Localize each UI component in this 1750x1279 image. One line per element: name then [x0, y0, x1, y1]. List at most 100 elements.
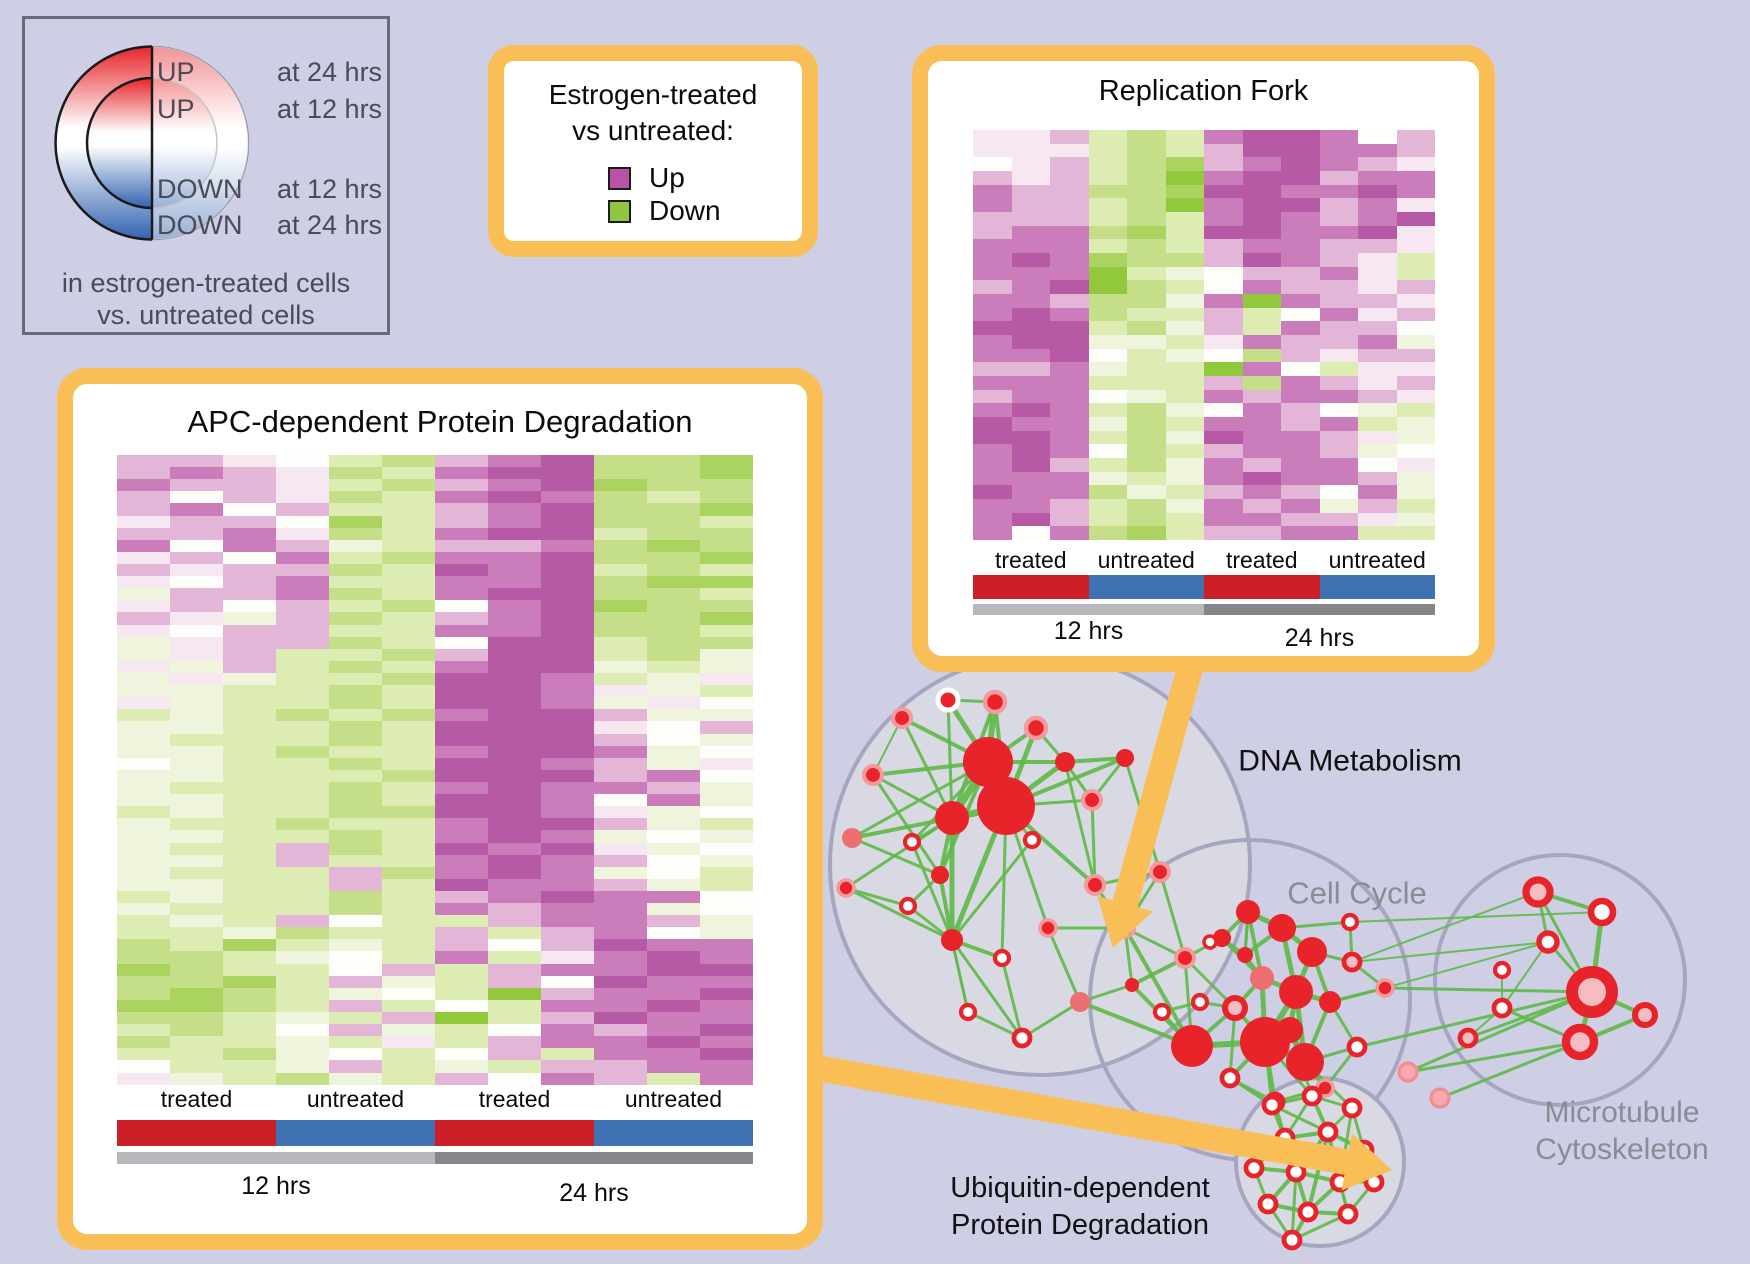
network-edge: [1290, 1170, 1298, 1242]
network-node: [935, 687, 961, 713]
cluster-label-microtubule-cytoskeleton: Microtubule Cytoskeleton: [1535, 1096, 1709, 1166]
legend-down-24: DOWN: [157, 210, 243, 240]
network-node: [1492, 960, 1512, 980]
rf-24hrs-label: 24 hrs: [1284, 624, 1355, 652]
network-node: [842, 828, 862, 848]
network-edge: [1501, 941, 1549, 1009]
rf-group-label-treated-24: treated: [1225, 547, 1298, 573]
network-node: [1566, 966, 1618, 1018]
network-node: [1243, 1157, 1265, 1179]
up-color-swatch: [608, 166, 631, 190]
network-node: [1297, 937, 1327, 967]
rf-time-labels: 12 hrs 24 hrs: [973, 617, 1435, 652]
network-node: [1116, 749, 1134, 767]
network-node: [1587, 897, 1617, 927]
gradient-scale-legend: UP at 24 hrs UP at 12 hrs DOWN at 12 hrs…: [22, 16, 390, 335]
cluster-label-dna-metabolism: DNA Metabolism: [1238, 744, 1462, 778]
network-node: [861, 763, 885, 787]
network-node: [977, 777, 1035, 835]
network-edge: [1406, 990, 1594, 1074]
apc-group-label-untreated-24: untreated: [624, 1086, 723, 1112]
network-edge: [1090, 798, 1097, 887]
bottom-margin: [0, 1264, 1750, 1279]
network-node: [1202, 934, 1218, 950]
network-node: [1317, 1121, 1339, 1143]
network-node: [931, 866, 949, 884]
network-node: [1125, 978, 1139, 992]
network-node: [1346, 1036, 1368, 1058]
legend-up-24-time: at 24 hrs: [277, 57, 383, 87]
network-edge: [844, 886, 954, 942]
network-edge: [1406, 1040, 1582, 1074]
network-edge: [844, 886, 910, 908]
rf-group-label-treated-12: treated: [994, 547, 1067, 573]
network-node: [1536, 930, 1560, 954]
network-edge: [950, 938, 1024, 1040]
network-node: [1297, 1201, 1319, 1223]
legend-down-24-time: at 24 hrs: [277, 210, 383, 240]
network-edge: [1355, 990, 1594, 1049]
network-node: [1341, 951, 1363, 973]
apc-heatmap: [117, 455, 753, 1085]
network-node: [1055, 752, 1075, 772]
apc-time-labels: 12 hrs 24 hrs: [117, 1172, 753, 1207]
network-edge: [1351, 891, 1539, 963]
network-node: [1190, 992, 1210, 1012]
legend-down-12-time: at 12 hrs: [277, 174, 383, 204]
panel-to-cluster-arrow: [797, 1052, 1351, 1176]
apc-group-label-treated-12: treated: [160, 1086, 233, 1112]
updown-legend-title-line2: vs untreated:: [572, 115, 734, 146]
replication-fork-heatmap: [973, 130, 1435, 541]
replication-fork-title: Replication Fork: [1098, 75, 1309, 107]
network-node: [1281, 1229, 1303, 1251]
updown-legend-title-line1: Estrogen-treated: [548, 79, 758, 110]
network-node: [1173, 946, 1197, 970]
network-node: [1261, 1094, 1283, 1116]
network-edge: [946, 698, 954, 820]
network-node: [1070, 992, 1090, 1012]
cluster-label-ubiquitin-degradation: Ubiquitin-dependent Protein Degradation: [950, 1172, 1210, 1241]
network-edge: [1063, 760, 1097, 887]
replication-fork-condition-labels: treated untreated treated untreated: [973, 547, 1435, 574]
network-node: [1397, 1061, 1419, 1083]
network-node: [890, 706, 914, 730]
rf-12hrs-label: 12 hrs: [1053, 617, 1124, 645]
network-node: [1337, 1203, 1359, 1225]
network-node: [1277, 1017, 1303, 1043]
network-edge: [1349, 911, 1603, 923]
network-node: [1268, 914, 1296, 942]
network-node: [1319, 991, 1341, 1013]
cluster-label-cell-cycle: Cell Cycle: [1287, 875, 1427, 911]
cluster-circle: [1433, 853, 1687, 1107]
network-node: [1429, 1087, 1451, 1109]
network-node: [836, 878, 856, 898]
network-node: [1237, 947, 1253, 963]
rf-group-label-untreated-24: untreated: [1328, 547, 1426, 573]
network-node: [1222, 995, 1248, 1021]
network-node: [1375, 978, 1395, 998]
network-node: [1632, 1002, 1658, 1028]
up-down-gradient-rings-icon: [54, 45, 250, 241]
network-edge: [1123, 926, 1187, 960]
legend-up-12: UP: [157, 94, 195, 124]
network-node: [1022, 830, 1042, 850]
network-node: [1457, 1027, 1479, 1049]
network-node: [1083, 873, 1107, 897]
network-node: [1279, 975, 1313, 1009]
network-edge: [850, 836, 942, 877]
replication-fork-panel: Replication Fork treated untreated treat…: [912, 45, 1495, 672]
network-edge: [938, 873, 954, 942]
network-node: [902, 832, 922, 852]
rf-time-color-bar: [973, 604, 1435, 615]
network-edge: [950, 838, 1034, 942]
network-node: [1219, 1067, 1241, 1089]
apc-12hrs-label: 12 hrs: [241, 1172, 311, 1200]
up-label: Up: [649, 162, 685, 193]
network-edge: [850, 760, 990, 840]
network-node: [1286, 1043, 1324, 1081]
updown-legend-title: Estrogen-treated vs untreated:: [504, 77, 802, 149]
legend-up-24: UP: [157, 57, 195, 87]
network-node: [1023, 715, 1049, 741]
